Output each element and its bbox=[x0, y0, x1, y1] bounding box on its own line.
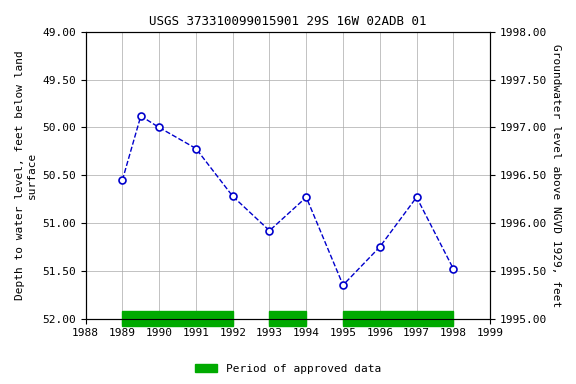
Y-axis label: Depth to water level, feet below land
surface: Depth to water level, feet below land su… bbox=[15, 50, 37, 300]
Bar bbox=[343, 311, 453, 326]
Bar bbox=[123, 311, 233, 326]
Title: USGS 373310099015901 29S 16W 02ADB 01: USGS 373310099015901 29S 16W 02ADB 01 bbox=[149, 15, 427, 28]
Bar bbox=[270, 311, 306, 326]
Legend: Period of approved data: Period of approved data bbox=[191, 359, 385, 379]
Y-axis label: Groundwater level above NGVD 1929, feet: Groundwater level above NGVD 1929, feet bbox=[551, 44, 561, 307]
